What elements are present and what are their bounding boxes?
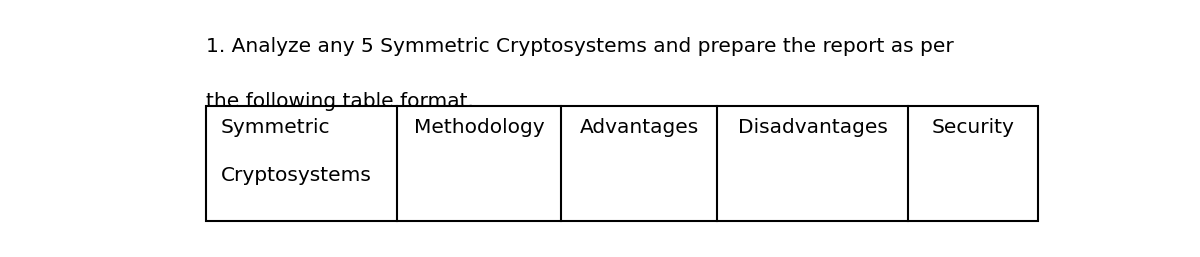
Text: Disadvantages: Disadvantages (738, 117, 888, 136)
Text: Advantages: Advantages (580, 117, 698, 136)
Bar (206, 106, 1038, 221)
Text: Symmetric: Symmetric (221, 117, 330, 136)
Text: the following table format.: the following table format. (206, 92, 474, 111)
Text: Methodology: Methodology (414, 117, 545, 136)
Text: Cryptosystems: Cryptosystems (221, 166, 372, 185)
Text: 1. Analyze any 5 Symmetric Cryptosystems and prepare the report as per: 1. Analyze any 5 Symmetric Cryptosystems… (206, 37, 954, 56)
Text: Security: Security (931, 117, 1014, 136)
